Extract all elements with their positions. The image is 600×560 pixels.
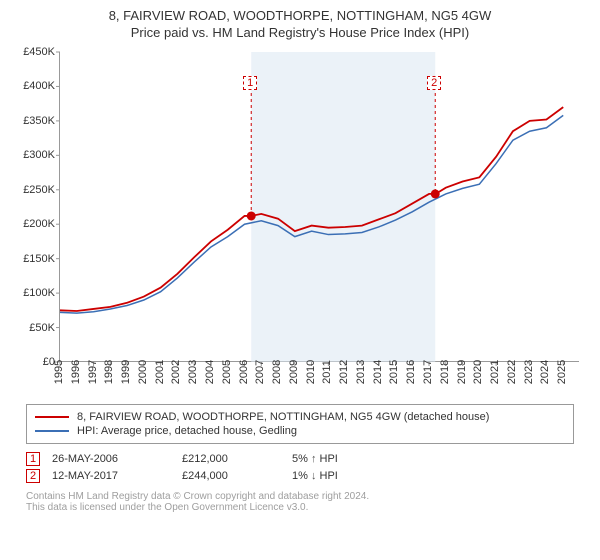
x-tick-label: 2011 [321,360,333,384]
x-tick-label: 2008 [271,360,283,384]
transaction-dot-2 [431,189,440,198]
transaction-price: £212,000 [182,453,292,465]
x-tick-label: 2002 [170,360,182,384]
x-tick-label: 2004 [204,360,216,384]
transaction-dot-1 [247,211,256,220]
x-tick-label: 1995 [53,360,65,384]
page-title: 8, FAIRVIEW ROAD, WOODTHORPE, NOTTINGHAM… [10,8,590,23]
x-tick-label: 2013 [355,360,367,384]
footnote-line-1: Contains HM Land Registry data © Crown c… [26,491,574,502]
x-tick-label: 1996 [70,360,82,384]
transaction-date: 12-MAY-2017 [52,470,182,482]
x-tick-label: 2021 [489,360,501,384]
transaction-row: 1 26-MAY-2006£212,0005% ↑ HPI [26,452,574,466]
x-tick-label: 2010 [305,360,317,384]
x-tick-label: 2012 [338,360,350,384]
transaction-marker: 1 [26,452,40,466]
legend-label: 8, FAIRVIEW ROAD, WOODTHORPE, NOTTINGHAM… [77,411,489,423]
y-tick-label: £250K [15,184,55,196]
y-tick-label: £50K [15,322,55,334]
x-tick-label: 2020 [472,360,484,384]
x-tick-label: 2015 [388,360,400,384]
x-tick-label: 2000 [137,360,149,384]
legend-item: HPI: Average price, detached house, Gedl… [35,425,565,437]
y-tick-label: £350K [15,115,55,127]
y-tick-label: £0 [15,356,55,368]
page-subtitle: Price paid vs. HM Land Registry's House … [10,25,590,40]
x-tick-label: 1998 [103,360,115,384]
y-tick-label: £300K [15,149,55,161]
x-tick-label: 2005 [221,360,233,384]
transaction-diff: 1% ↓ HPI [292,470,402,482]
x-tick-label: 2003 [187,360,199,384]
legend-swatch [35,416,69,418]
legend-item: 8, FAIRVIEW ROAD, WOODTHORPE, NOTTINGHAM… [35,411,565,423]
x-tick-label: 2023 [523,360,535,384]
transaction-callout-1: 1 [243,76,257,90]
transaction-row: 2 12-MAY-2017£244,0001% ↓ HPI [26,469,574,483]
y-tick-label: £400K [15,80,55,92]
y-tick-label: £100K [15,287,55,299]
x-tick-label: 2022 [506,360,518,384]
x-tick-label: 1997 [87,360,99,384]
x-tick-label: 2019 [456,360,468,384]
legend: 8, FAIRVIEW ROAD, WOODTHORPE, NOTTINGHAM… [26,404,574,444]
chart-svg [60,52,580,362]
y-tick-label: £200K [15,218,55,230]
transactions-table: 1 26-MAY-2006£212,0005% ↑ HPI 2 12-MAY-2017… [26,452,574,483]
legend-label: HPI: Average price, detached house, Gedl… [77,425,297,437]
x-tick-label: 1999 [120,360,132,384]
transaction-date: 26-MAY-2006 [52,453,182,465]
y-tick-label: £150K [15,253,55,265]
x-tick-label: 2006 [238,360,250,384]
price-chart: £0 £50K £100K £150K £200K £250K £300K £350K £400… [15,46,585,396]
x-tick-label: 2001 [154,360,166,384]
x-tick-label: 2009 [288,360,300,384]
x-tick-label: 2017 [422,360,434,384]
x-tick-label: 2016 [405,360,417,384]
transaction-diff: 5% ↑ HPI [292,453,402,465]
x-tick-label: 2007 [254,360,266,384]
footnote-line-2: This data is licensed under the Open Gov… [26,502,574,513]
footnote: Contains HM Land Registry data © Crown c… [26,491,574,513]
x-tick-label: 2014 [372,360,384,384]
y-tick-label: £450K [15,46,55,58]
x-tick-label: 2025 [556,360,568,384]
legend-swatch [35,430,69,432]
transaction-callout-2: 2 [427,76,441,90]
x-tick-label: 2024 [539,360,551,384]
x-tick-label: 2018 [439,360,451,384]
transaction-price: £244,000 [182,470,292,482]
transaction-marker: 2 [26,469,40,483]
